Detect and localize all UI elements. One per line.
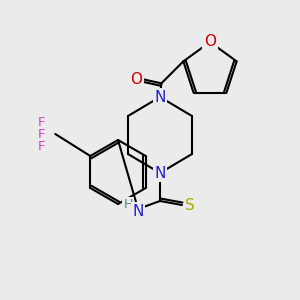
Text: F: F bbox=[38, 116, 45, 128]
Text: H: H bbox=[123, 199, 133, 212]
Text: N: N bbox=[154, 166, 166, 181]
Text: F: F bbox=[38, 128, 45, 140]
Text: O: O bbox=[130, 72, 142, 87]
Text: S: S bbox=[185, 197, 195, 212]
Text: O: O bbox=[204, 34, 216, 50]
Text: N: N bbox=[132, 203, 144, 218]
Text: F: F bbox=[38, 140, 45, 152]
Text: N: N bbox=[154, 89, 166, 104]
